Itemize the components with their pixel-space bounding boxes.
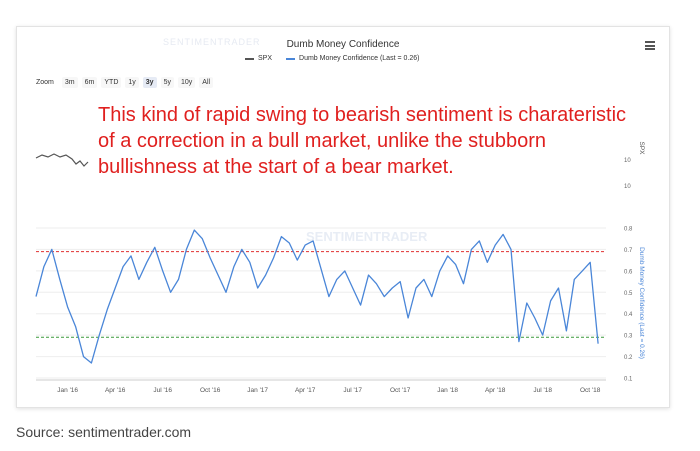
x-tick-label: Oct '18 [580,387,601,394]
y-axis-label: Dumb Money Confidence (Last = 0.26) [638,247,645,359]
zoom-5y-button[interactable]: 5y [160,77,174,88]
legend: SPX Dumb Money Confidence (Last = 0.26) [245,55,419,62]
y-tick-label: 0.7 [624,248,633,254]
spx-axis-label: SPX [638,141,645,155]
chart-title: Dumb Money Confidence [286,39,400,50]
legend-swatch-dmc [286,57,296,60]
zoom-ytd-button[interactable]: YTD [101,77,122,88]
y-tick-label: 0.4 [624,312,633,318]
zoom-all-button[interactable]: All [199,77,214,88]
spx-tick-label: 10 [624,184,631,190]
y-tick-label: 0.5 [624,291,633,297]
zoom-bar: Zoom 3m 6m YTD 1y 3y 5y 10y All [36,77,214,88]
x-tick-label: Oct '17 [390,387,411,394]
spx-tick-label: 10 [624,158,631,164]
legend-label-dmc: Dumb Money Confidence (Last = 0.26) [299,55,420,62]
y-tick-label: 0.6 [624,269,633,275]
watermark-plot: SENTIMENTRADER [306,229,428,244]
zoom-3m-button[interactable]: 3m [61,77,78,88]
x-tick-label: Jan '17 [247,387,268,394]
watermark-top: SENTIMENTRADER [163,37,261,47]
zoom-1y-button[interactable]: 1y [125,77,139,88]
zoom-10y-button[interactable]: 10y [177,77,196,88]
y-tick-label: 0.8 [624,227,633,233]
zoom-3y-button[interactable]: 3y [142,77,157,88]
legend-item-spx[interactable]: SPX [245,55,272,62]
zoom-label: Zoom [36,79,54,86]
x-tick-label: Apr '17 [295,387,316,394]
x-tick-label: Jul '17 [343,387,362,394]
y-tick-label: 0.3 [624,334,633,340]
x-tick-label: Apr '18 [485,387,506,394]
x-tick-label: Jan '18 [437,387,458,394]
annotation-text: This kind of rapid swing to bearish sent… [98,104,627,178]
y-tick-label: 0.2 [624,355,633,361]
x-tick-label: Jan '16 [57,387,78,394]
x-tick-label: Jul '16 [153,387,172,394]
spx-line [35,153,89,167]
legend-swatch-spx [245,57,254,60]
legend-label-spx: SPX [258,55,273,62]
legend-item-dmc[interactable]: Dumb Money Confidence (Last = 0.26) [286,55,419,62]
chart-card: SENTIMENTRADER Dumb Money Confidence SPX… [16,26,670,408]
x-tick-label: Apr '16 [105,387,126,394]
y-tick-label: 0.1 [624,377,633,383]
source-text: Source: sentimentrader.com [16,424,192,440]
x-tick-label: Jul '18 [533,387,552,394]
series-line-dumb-money-confidence [35,229,599,364]
hamburger-menu-icon[interactable] [645,41,655,50]
zoom-6m-button[interactable]: 6m [81,77,98,88]
chart-plot: 0.1 0.2 0.3 0.4 0.5 0.6 0.7 0.8 SENTIMENTRADER Ja… [35,141,645,394]
x-tick-label: Oct '16 [200,387,221,394]
